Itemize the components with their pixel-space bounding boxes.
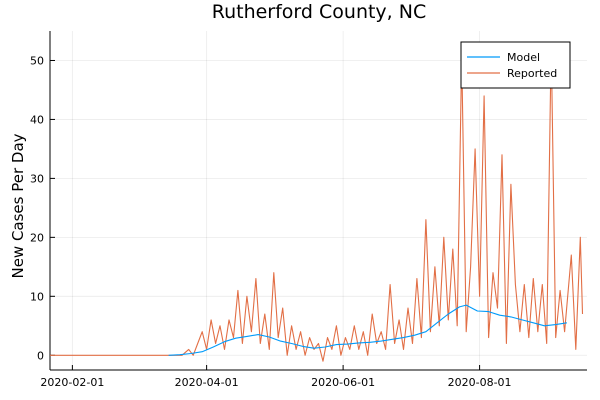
y-tick-label: 30 [30,172,44,185]
y-tick-label: 40 [30,113,44,126]
legend-label-model: Model [507,51,540,64]
y-tick-label: 10 [30,290,44,303]
legend: Model Reported [460,41,571,89]
series-line-reported [50,42,584,362]
chart-title: Rutherford County, NC [212,1,427,23]
y-tick-label: 0 [37,349,44,362]
y-tick-label: 50 [30,54,44,67]
x-tick-label: 2020-04-01 [175,376,239,389]
x-tick-label: 2020-02-01 [40,376,104,389]
series [50,42,584,362]
axes: 0 10 20 30 40 50 2020-02-01 2020-04-01 2020-06-0… [30,31,587,389]
legend-label-reported: Reported [507,67,557,80]
grid [50,31,587,370]
series-line-model [168,304,567,356]
y-axis-label: New Cases Per Day [9,133,27,278]
y-tick-label: 20 [30,231,44,244]
x-tick-label: 2020-06-01 [311,376,375,389]
legend-box [460,41,571,89]
x-tick-label: 2020-08-01 [448,376,512,389]
